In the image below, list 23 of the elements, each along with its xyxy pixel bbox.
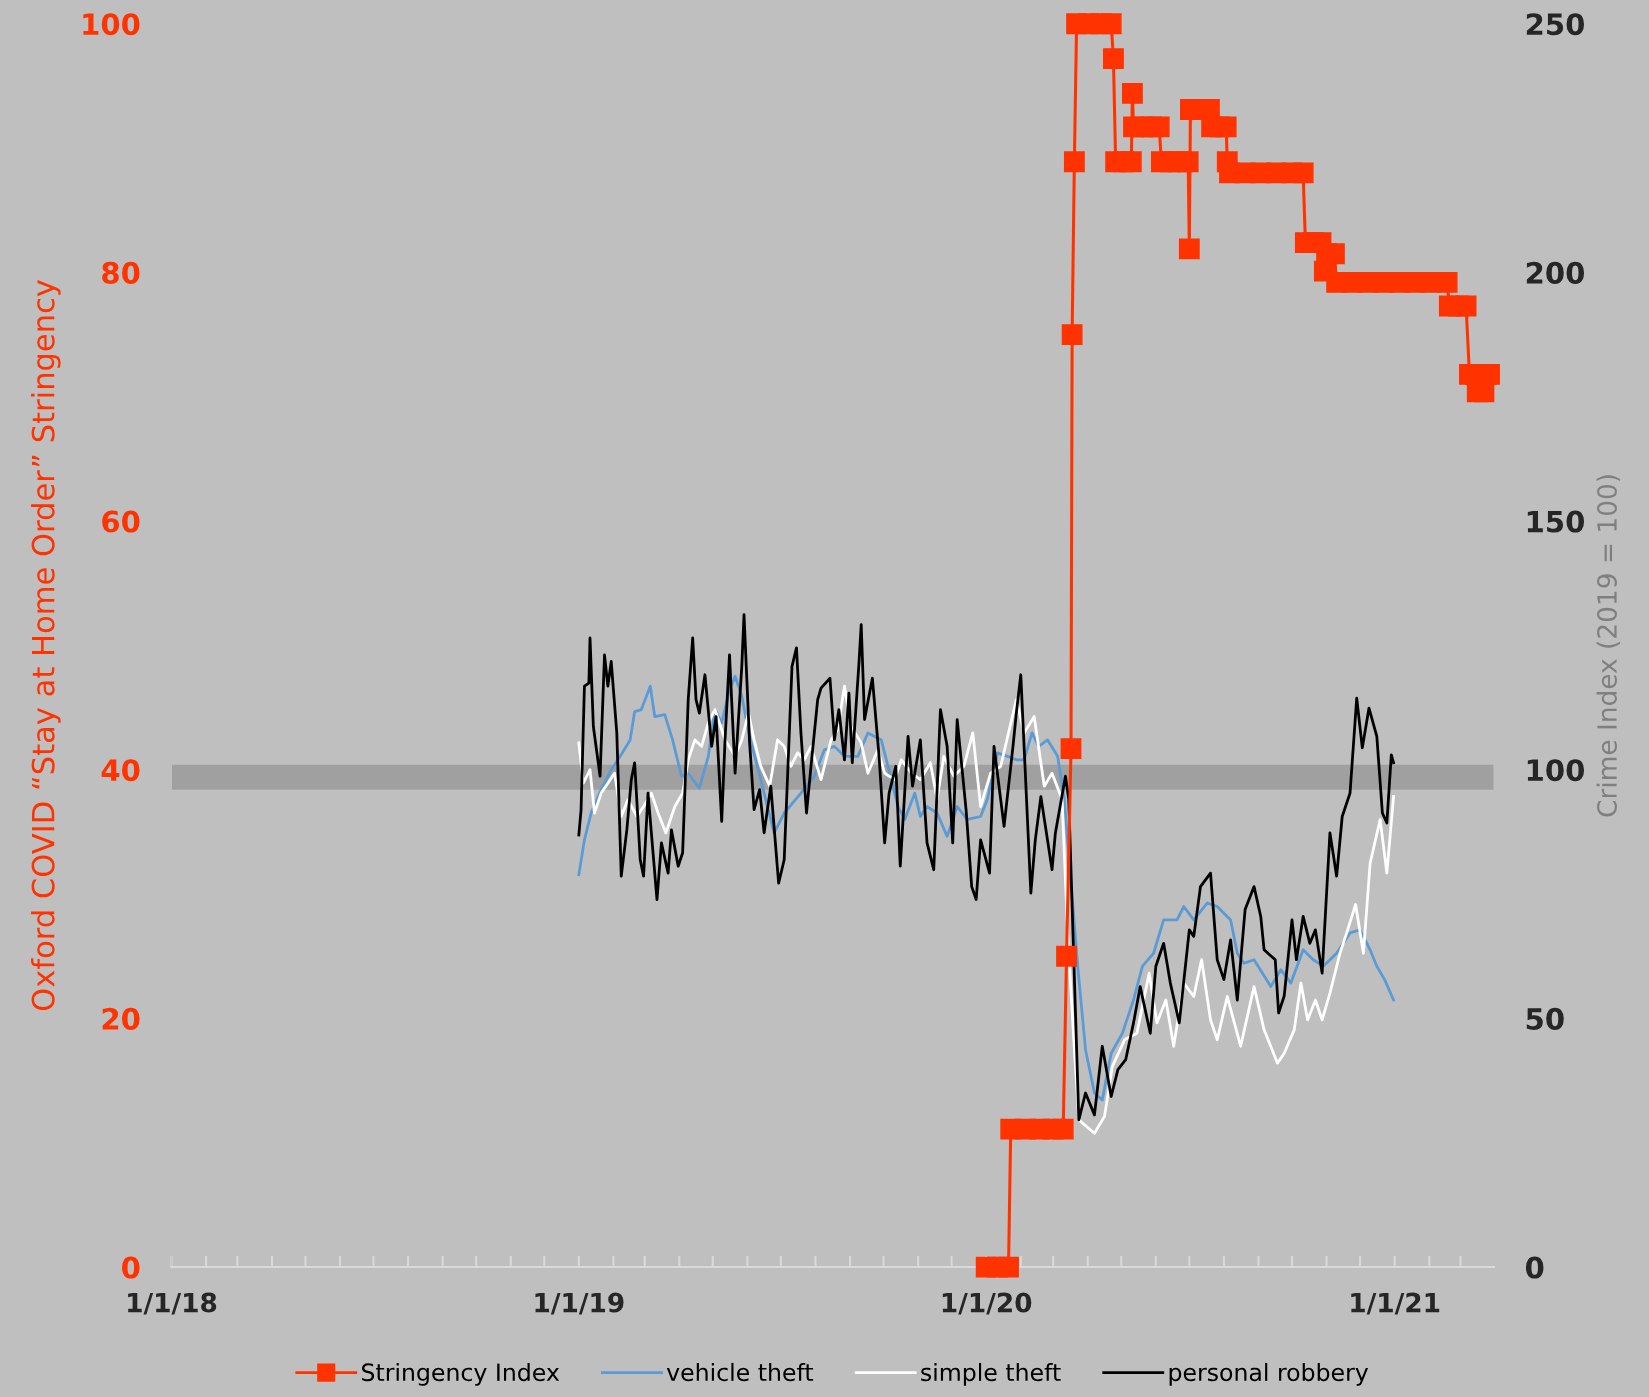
line-series <box>577 613 1395 1122</box>
y-tick-label: 60 <box>102 510 140 533</box>
legend-label: vehicle theft <box>666 1362 814 1382</box>
y-tick-label: 40 <box>101 759 140 782</box>
y2-tick-label: 0 <box>1525 1256 1544 1279</box>
y2-tick-label: 150 <box>1527 510 1585 533</box>
y2-tick-label: 200 <box>1526 261 1585 284</box>
y-axis-title: Oxford COVID “Stay at Home Order” Stringency <box>31 279 61 1011</box>
y2-tick-label: 100 <box>1527 759 1585 782</box>
legend-label: personal robbery <box>1169 1362 1369 1386</box>
y2-tick-label: 250 <box>1526 13 1585 36</box>
x-tick-label: 1/1/19 <box>535 1292 624 1315</box>
x-tick-label: 1/1/18 <box>128 1292 217 1315</box>
legend-label: Stringency Index <box>362 1362 560 1386</box>
y2-axis-title: Crime Index (2019 = 100) <box>1596 475 1621 817</box>
y2-tick-label: 50 <box>1526 1007 1564 1030</box>
y-tick-label: 20 <box>102 1007 140 1030</box>
x-tick-label: 1/1/20 <box>942 1292 1032 1315</box>
x-tick-label: 1/1/21 <box>1351 1292 1440 1315</box>
legend-label: simple theft <box>921 1362 1061 1386</box>
y-tick-label: 80 <box>102 261 140 284</box>
y-tick-label: 100 <box>83 13 140 36</box>
y-tick-label: 0 <box>122 1256 140 1279</box>
